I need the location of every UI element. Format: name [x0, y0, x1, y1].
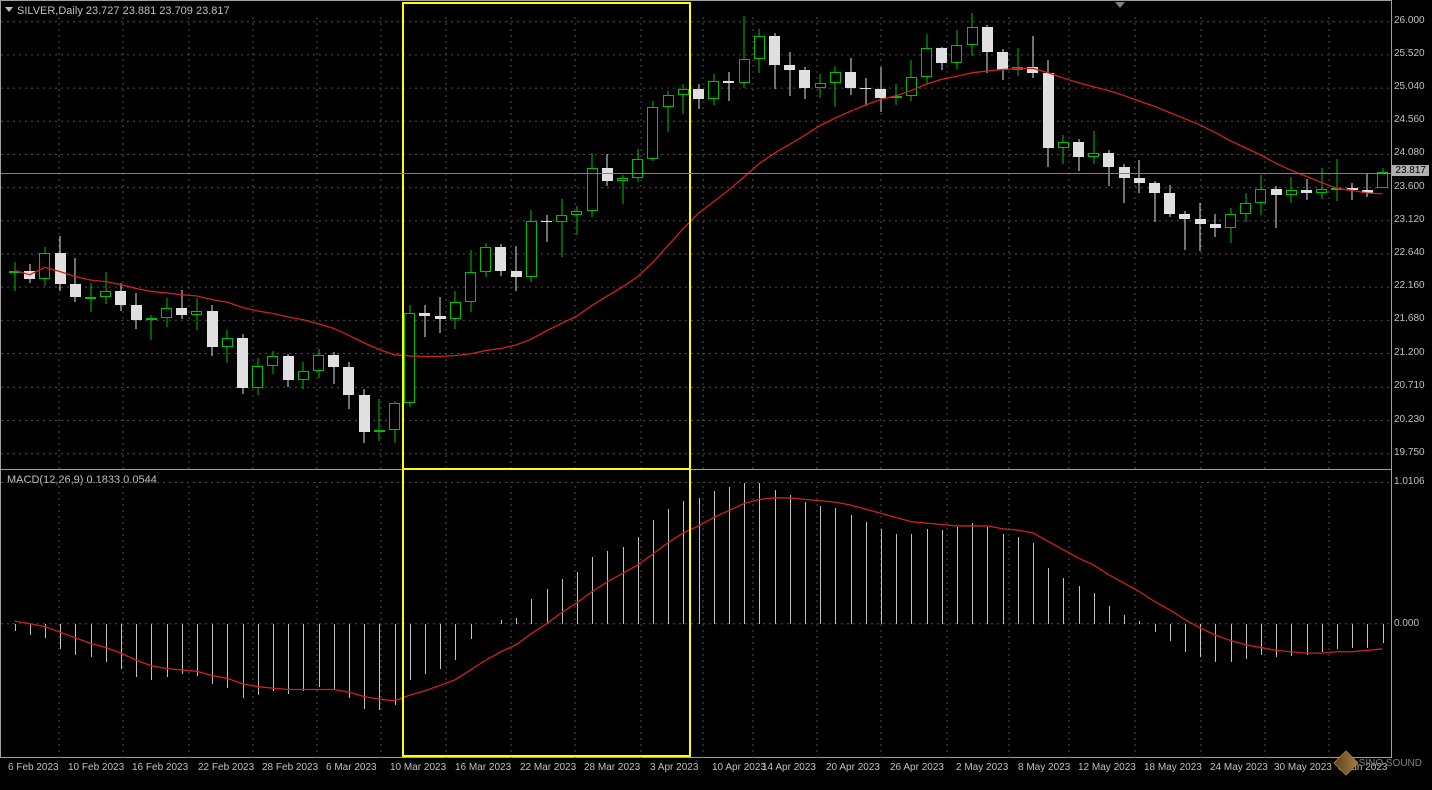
y-axis-label: 24.080 — [1391, 147, 1432, 158]
watermark-text: SINO SOUND — [1359, 758, 1422, 769]
macd-panel[interactable]: MACD(12,26,9) 0.1833 0.0544 — [0, 470, 1392, 758]
current-price-line — [1, 173, 1391, 174]
x-axis-label: 10 Feb 2023 — [68, 762, 124, 773]
x-axis-label: 24 May 2023 — [1210, 762, 1268, 773]
macd-signal-line — [1, 470, 1393, 758]
x-axis: 6 Feb 2023 10 Feb 2023 16 Feb 2023 22 Feb 2… — [0, 758, 1392, 790]
logo-icon — [1333, 750, 1358, 775]
x-axis-label: 10 Mar 2023 — [390, 762, 446, 773]
y-axis-label: 21.200 — [1391, 347, 1432, 358]
y-axis-label: 24.560 — [1391, 114, 1432, 125]
y-axis-label: 26.000 — [1391, 15, 1432, 26]
watermark: SINO SOUND — [1337, 754, 1422, 772]
y-axis-label: 22.160 — [1391, 280, 1432, 291]
macd-y-label: 1.0106 — [1391, 476, 1432, 487]
x-axis-label: 16 Feb 2023 — [132, 762, 188, 773]
y-axis-label: 23.120 — [1391, 214, 1432, 225]
x-axis-label: 18 May 2023 — [1144, 762, 1202, 773]
y-axis-label: 22.640 — [1391, 247, 1432, 258]
y-axis-label: 23.600 — [1391, 181, 1432, 192]
y-axis-label: 21.680 — [1391, 313, 1432, 324]
chart-container: SILVER,Daily 23.727 23.881 23.709 23.817 — [0, 0, 1432, 790]
x-axis-label: 6 Feb 2023 — [8, 762, 59, 773]
x-axis-label: 28 Feb 2023 — [262, 762, 318, 773]
x-axis-label: 6 Mar 2023 — [326, 762, 377, 773]
current-price-marker: 23.817 — [1392, 165, 1429, 176]
y-axis-label: 19.750 — [1391, 447, 1432, 458]
price-panel[interactable]: SILVER,Daily 23.727 23.881 23.709 23.817 — [0, 0, 1392, 470]
x-axis-label: 22 Feb 2023 — [198, 762, 254, 773]
x-axis-label: 14 Apr 2023 — [762, 762, 816, 773]
y-axis-label: 20.710 — [1391, 380, 1432, 391]
y-axis-label: 25.040 — [1391, 81, 1432, 92]
y-axis-label: 25.520 — [1391, 48, 1432, 59]
x-axis-label: 28 Mar 2023 — [584, 762, 640, 773]
x-axis-label: 26 Apr 2023 — [890, 762, 944, 773]
x-axis-label: 2 May 2023 — [956, 762, 1008, 773]
x-axis-label: 20 Apr 2023 — [826, 762, 880, 773]
moving-average-line — [1, 1, 1393, 471]
x-axis-label: 12 May 2023 — [1078, 762, 1136, 773]
macd-y-label: 0.000 — [1391, 618, 1432, 629]
x-axis-label: 16 Mar 2023 — [455, 762, 511, 773]
x-axis-label: 10 Apr 2023 — [712, 762, 766, 773]
x-axis-label: 22 Mar 2023 — [520, 762, 576, 773]
x-axis-label: 30 May 2023 — [1274, 762, 1332, 773]
y-axis-label: 20.230 — [1391, 414, 1432, 425]
x-axis-label: 8 May 2023 — [1018, 762, 1070, 773]
x-axis-label: 3 Apr 2023 — [650, 762, 698, 773]
